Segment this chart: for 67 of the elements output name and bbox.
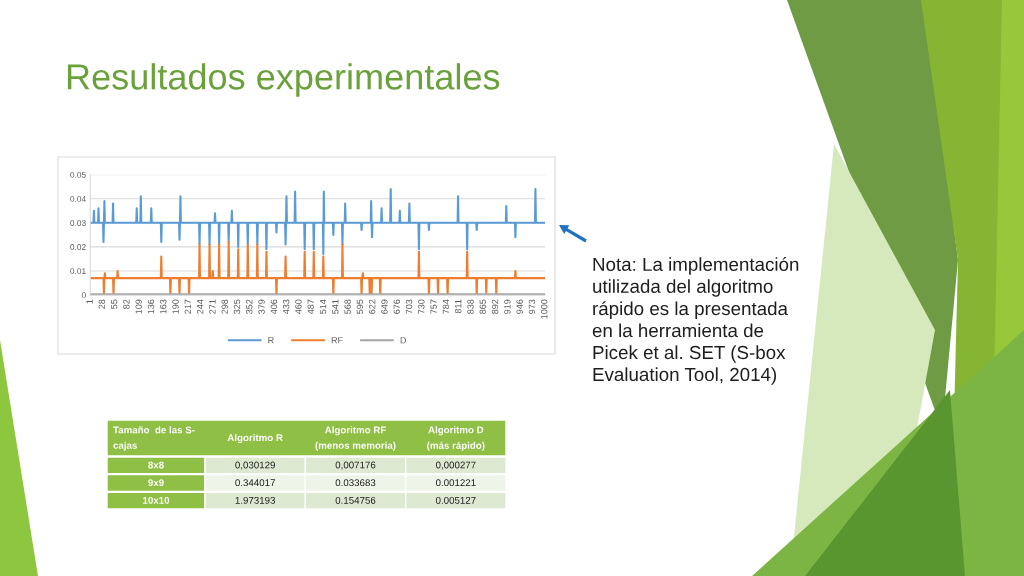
line-series: [90, 241, 545, 295]
x-tick-label: 298: [221, 299, 228, 314]
category-label: 9x9: [148, 479, 164, 487]
category-label: Algoritmo R: [227, 433, 283, 444]
text: 0.344017: [235, 479, 275, 487]
legend-label: D: [400, 337, 407, 344]
y-tick-label: 0.03: [70, 220, 86, 226]
y-tick-label: 0.01: [70, 268, 86, 275]
y-tick-label: 0.05: [70, 171, 86, 178]
x-tick-label: 838: [467, 299, 474, 314]
x-tick-label: 1: [86, 299, 93, 304]
x-tick-label: 136: [147, 299, 155, 314]
line-series: [90, 188, 545, 256]
text: 0,000277: [435, 461, 476, 470]
text: Nota: La implementación utilizada del algoritmo rápido es la presentada en la herramienta de Picek et al. SET (S-box Evaluation Tool, 2014): [592, 257, 799, 385]
category-label: 8x8: [148, 461, 164, 469]
x-tick-label: 757: [430, 299, 437, 314]
legend-label: R: [268, 337, 274, 344]
x-tick-label: 649: [381, 299, 388, 314]
x-tick-label: 784: [442, 299, 450, 314]
x-tick-label: 352: [246, 299, 253, 314]
x-tick-label: 595: [356, 299, 364, 314]
x-tick-label: 514: [319, 299, 327, 314]
category-label: Algoritmo RF (menos memoria): [315, 426, 396, 451]
x-tick-label: 271: [209, 299, 216, 314]
x-tick-label: 703: [405, 299, 413, 314]
x-tick-label: 109: [135, 299, 142, 314]
x-tick-label: 406: [270, 299, 278, 315]
x-tick-label: 190: [172, 299, 179, 314]
y-tick-label: 0.04: [70, 195, 86, 202]
chart-title: Resultados experimentales: [67, 63, 500, 97]
x-tick-label: 892: [491, 299, 499, 314]
text: 0.001221: [435, 479, 476, 487]
text: 0,007176: [335, 461, 376, 470]
y-tick-label: 0: [81, 292, 86, 299]
x-tick-label: 865: [479, 299, 486, 314]
x-tick-label: 946: [516, 299, 523, 314]
x-tick-label: 622: [368, 299, 376, 314]
x-tick-label: 433: [282, 299, 290, 315]
x-tick-label: 28: [98, 299, 106, 309]
x-tick-label: 460: [295, 299, 302, 315]
x-tick-label: 919: [504, 299, 511, 314]
y-tick-label: 0.02: [70, 244, 86, 250]
x-tick-label: 325: [233, 299, 241, 314]
x-tick-label: 163: [160, 299, 167, 314]
category-label: 10x10: [143, 496, 170, 504]
text: Tamaño de las S- cajas: [113, 426, 195, 451]
x-tick-label: 973: [528, 299, 536, 314]
x-tick-label: 217: [184, 299, 191, 314]
x-tick-label: 487: [307, 299, 314, 315]
text: 0.154756: [335, 496, 376, 504]
x-tick-label: 541: [332, 299, 339, 314]
x-tick-label: 811: [455, 299, 462, 314]
x-tick-label: 568: [344, 299, 351, 314]
x-tick-label: 379: [258, 299, 265, 314]
x-tick-label: 244: [196, 299, 204, 314]
x-tick-label: 676: [393, 299, 400, 314]
text: 0.033683: [335, 479, 376, 487]
x-tick-label: 1000: [541, 299, 548, 319]
x-tick-label: 82: [123, 299, 130, 309]
x-tick-label: 55: [111, 299, 118, 309]
legend-label: RF: [331, 337, 343, 344]
category-label: Algoritmo D (más rápido): [427, 426, 485, 451]
text: 1.973193: [235, 496, 276, 504]
text: 0,030129: [235, 461, 275, 470]
x-tick-label: 730: [418, 299, 425, 314]
text: 0.005127: [435, 496, 476, 504]
